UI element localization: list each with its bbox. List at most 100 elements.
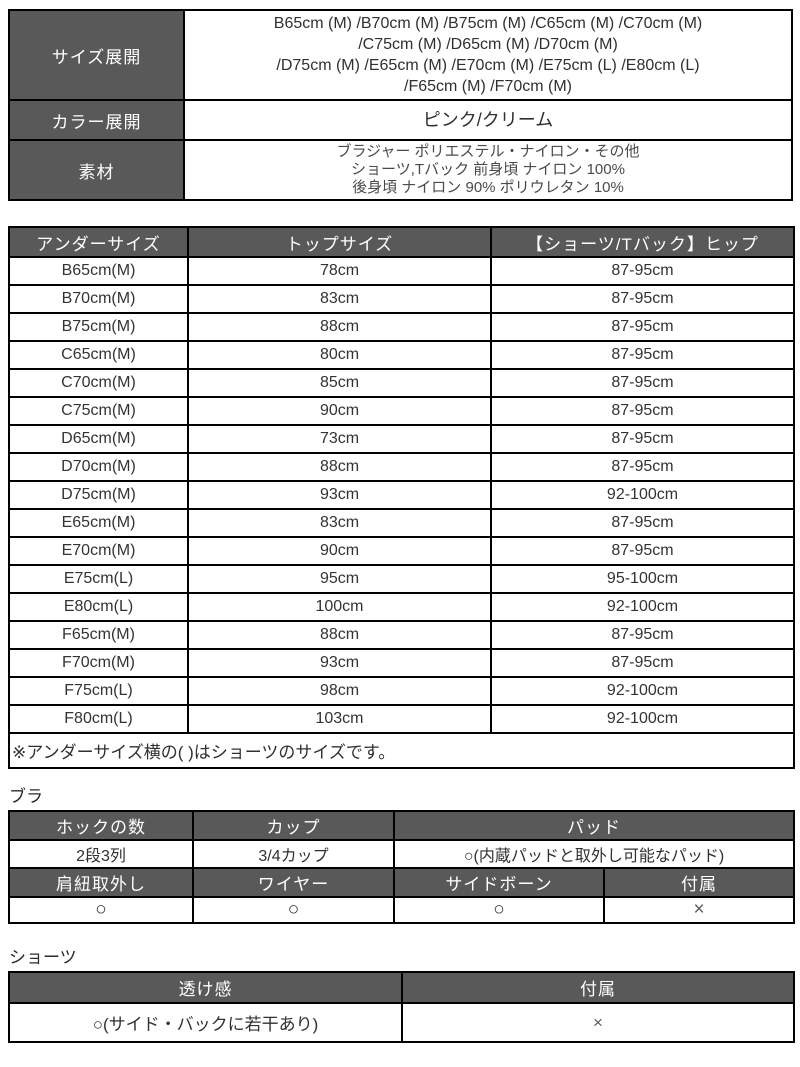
size-row: E70cm(M) 90cm 87-95cm bbox=[8, 536, 795, 566]
size-row: E65cm(M) 83cm 87-95cm bbox=[8, 508, 795, 538]
size-chart-note-row: ※アンダーサイズ横の( )はショーツのサイズです。 bbox=[8, 732, 795, 769]
bra-header-row-1: ホックの数 カップ パッド bbox=[8, 810, 795, 841]
shorts-header-row: 透け感 付属 bbox=[8, 971, 795, 1004]
size-cell: 92-100cm bbox=[490, 676, 795, 706]
size-cell: D70cm(M) bbox=[8, 452, 189, 482]
size-cell: 73cm bbox=[187, 424, 492, 454]
size-chart-table: アンダーサイズ トップサイズ 【ショーツ/Tバック】ヒップ B65cm(M) 78cm… bbox=[8, 226, 795, 769]
size-cell: D75cm(M) bbox=[8, 480, 189, 510]
size-cell: B65cm(M) bbox=[8, 256, 189, 286]
size-cell: 80cm bbox=[187, 340, 492, 370]
size-cell: C75cm(M) bbox=[8, 396, 189, 426]
bra-value-pad: ○(内蔵パッドと取外し可能なパッド) bbox=[393, 839, 795, 869]
size-column-header: アンダーサイズ bbox=[8, 226, 189, 258]
bra-header-cup: カップ bbox=[192, 810, 395, 841]
size-cell: 87-95cm bbox=[490, 368, 795, 398]
info-value-line: /D75cm (M) /E65cm (M) /E70cm (M) /E75cm … bbox=[276, 57, 700, 74]
shorts-value-row: ○(サイド・バックに若干あり) × bbox=[8, 1002, 795, 1043]
shorts-header-accessory: 付属 bbox=[401, 971, 795, 1004]
size-row: F65cm(M) 88cm 87-95cm bbox=[8, 620, 795, 650]
size-cell: 83cm bbox=[187, 284, 492, 314]
size-cell: 90cm bbox=[187, 536, 492, 566]
bra-header-wire: ワイヤー bbox=[192, 867, 395, 898]
size-row: B70cm(M) 83cm 87-95cm bbox=[8, 284, 795, 314]
bra-section-label: ブラ bbox=[9, 787, 43, 806]
size-row: C70cm(M) 85cm 87-95cm bbox=[8, 368, 795, 398]
size-cell: 92-100cm bbox=[490, 704, 795, 734]
product-spec-page: サイズ展開 B65cm (M) /B70cm (M) /B75cm (M) /C6… bbox=[8, 9, 795, 1043]
size-row: E80cm(L) 100cm 92-100cm bbox=[8, 592, 795, 622]
shorts-header-sheerness: 透け感 bbox=[8, 971, 403, 1004]
size-cell: 88cm bbox=[187, 312, 492, 342]
bra-header-strap-removal: 肩紐取外し bbox=[8, 867, 194, 898]
size-cell: 87-95cm bbox=[490, 648, 795, 678]
size-cell: 93cm bbox=[187, 648, 492, 678]
bra-header-pad: パッド bbox=[393, 810, 795, 841]
bra-header-row-2: 肩紐取外し ワイヤー サイドボーン 付属 bbox=[8, 867, 795, 898]
product-info-table: サイズ展開 B65cm (M) /B70cm (M) /B75cm (M) /C6… bbox=[8, 9, 793, 201]
size-row: F80cm(L) 103cm 92-100cm bbox=[8, 704, 795, 734]
size-cell: 83cm bbox=[187, 508, 492, 538]
size-cell: 87-95cm bbox=[490, 620, 795, 650]
size-row: D65cm(M) 73cm 87-95cm bbox=[8, 424, 795, 454]
size-note-text: ※アンダーサイズ横の( )はショーツのサイズです。 bbox=[8, 732, 795, 769]
size-row: C65cm(M) 80cm 87-95cm bbox=[8, 340, 795, 370]
bra-header-accessory: 付属 bbox=[603, 867, 795, 898]
shorts-value-sheerness: ○(サイド・バックに若干あり) bbox=[8, 1002, 403, 1043]
size-cell: E65cm(M) bbox=[8, 508, 189, 538]
size-cell: 93cm bbox=[187, 480, 492, 510]
size-row: D70cm(M) 88cm 87-95cm bbox=[8, 452, 795, 482]
info-row: サイズ展開 B65cm (M) /B70cm (M) /B75cm (M) /C6… bbox=[8, 9, 793, 101]
size-cell: 88cm bbox=[187, 452, 492, 482]
size-cell: 87-95cm bbox=[490, 508, 795, 538]
shorts-section-label: ショーツ bbox=[9, 948, 77, 967]
size-cell: 87-95cm bbox=[490, 312, 795, 342]
size-cell: C70cm(M) bbox=[8, 368, 189, 398]
size-cell: 87-95cm bbox=[490, 536, 795, 566]
size-cell: 95cm bbox=[187, 564, 492, 594]
info-row-value: B65cm (M) /B70cm (M) /B75cm (M) /C65cm (… bbox=[183, 9, 793, 101]
size-cell: 90cm bbox=[187, 396, 492, 426]
size-column-header: トップサイズ bbox=[187, 226, 492, 258]
size-column-header: 【ショーツ/Tバック】ヒップ bbox=[490, 226, 795, 258]
info-row-label: サイズ展開 bbox=[8, 9, 185, 101]
info-row-value: ブラジャー ポリエステル・ナイロン・その他 ショーツ,Tバック 前身頃 ナイロン … bbox=[183, 139, 793, 201]
size-cell: 92-100cm bbox=[490, 480, 795, 510]
bra-value-strap-removal: ○ bbox=[8, 896, 194, 924]
info-value-line: /C75cm (M) /D65cm (M) /D70cm (M) bbox=[358, 36, 618, 53]
size-cell: D65cm(M) bbox=[8, 424, 189, 454]
size-cell: E70cm(M) bbox=[8, 536, 189, 566]
size-cell: C65cm(M) bbox=[8, 340, 189, 370]
info-row: 素材 ブラジャー ポリエステル・ナイロン・その他 ショーツ,Tバック 前身頃 ナイロ… bbox=[8, 139, 793, 201]
size-row: E75cm(L) 95cm 95-100cm bbox=[8, 564, 795, 594]
size-cell: 88cm bbox=[187, 620, 492, 650]
info-value-line: ピンク/クリーム bbox=[422, 110, 554, 130]
size-cell: 98cm bbox=[187, 676, 492, 706]
info-row: カラー展開 ピンク/クリーム bbox=[8, 99, 793, 141]
info-row-label: 素材 bbox=[8, 139, 185, 201]
bra-header-side-bone: サイドボーン bbox=[393, 867, 605, 898]
bra-value-accessory: × bbox=[603, 896, 795, 924]
size-cell: F80cm(L) bbox=[8, 704, 189, 734]
size-cell: B70cm(M) bbox=[8, 284, 189, 314]
bra-spec-table: ホックの数 カップ パッド 2段3列 3/4カップ ○(内蔵パッドと取外し可能な… bbox=[8, 810, 795, 924]
shorts-value-accessory: × bbox=[401, 1002, 795, 1043]
size-cell: B75cm(M) bbox=[8, 312, 189, 342]
size-cell: 87-95cm bbox=[490, 284, 795, 314]
size-row: B75cm(M) 88cm 87-95cm bbox=[8, 312, 795, 342]
size-cell: F75cm(L) bbox=[8, 676, 189, 706]
size-cell: 92-100cm bbox=[490, 592, 795, 622]
size-cell: 87-95cm bbox=[490, 396, 795, 426]
shorts-spec-table: 透け感 付属 ○(サイド・バックに若干あり) × bbox=[8, 971, 795, 1043]
size-cell: 103cm bbox=[187, 704, 492, 734]
size-cell: 87-95cm bbox=[490, 256, 795, 286]
size-cell: F70cm(M) bbox=[8, 648, 189, 678]
bra-value-side-bone: ○ bbox=[393, 896, 605, 924]
info-value-line: 後身頃 ナイロン 90% ポリウレタン 10% bbox=[352, 179, 624, 196]
size-cell: 78cm bbox=[187, 256, 492, 286]
size-cell: 100cm bbox=[187, 592, 492, 622]
size-chart-header-row: アンダーサイズ トップサイズ 【ショーツ/Tバック】ヒップ bbox=[8, 226, 795, 258]
size-row: C75cm(M) 90cm 87-95cm bbox=[8, 396, 795, 426]
info-value-line: ブラジャー ポリエステル・ナイロン・その他 bbox=[336, 143, 640, 160]
size-cell: E80cm(L) bbox=[8, 592, 189, 622]
